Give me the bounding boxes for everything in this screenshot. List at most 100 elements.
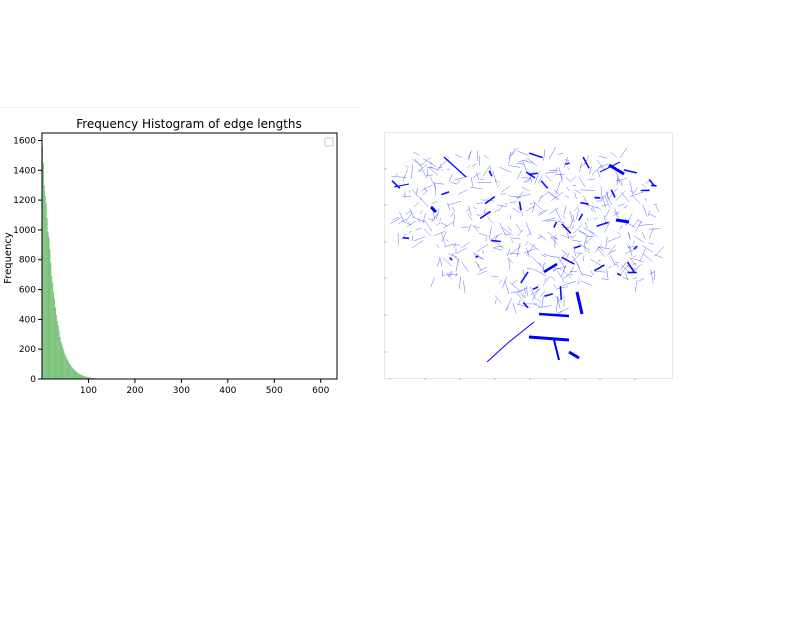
network-edge (415, 228, 422, 231)
network-edge (506, 257, 514, 264)
network-edge (583, 254, 585, 261)
network-edge (509, 215, 512, 220)
network-edge (476, 214, 481, 217)
histogram-bar (51, 276, 53, 379)
x-tick-label: 200 (126, 386, 143, 396)
network-edge (511, 147, 519, 156)
network-edge (638, 277, 645, 282)
y-tick-label: 1200 (13, 196, 36, 206)
network-edge (633, 277, 637, 280)
network-edge (399, 211, 404, 221)
network-edge (617, 232, 622, 236)
network-edge (420, 165, 426, 177)
network-edge (392, 216, 399, 221)
network-edge (569, 235, 573, 238)
network-edge (568, 273, 573, 276)
network-edge (553, 167, 559, 172)
network-edge (594, 217, 598, 220)
network-edge (398, 218, 407, 224)
network-edge (496, 242, 505, 249)
network-edge (409, 208, 415, 218)
network-edge (447, 203, 451, 211)
network-edge (445, 239, 449, 242)
network-edge (541, 217, 556, 222)
network-edge (421, 184, 433, 191)
histogram-bar (81, 375, 83, 379)
histogram-bar (71, 367, 73, 379)
histogram-bar (77, 372, 79, 379)
network-edge (639, 248, 646, 262)
histogram-bar (78, 373, 80, 379)
network-edge (595, 271, 607, 273)
network-edge (645, 180, 651, 184)
network-edge (523, 294, 527, 299)
network-edge (552, 265, 567, 271)
network-edge (411, 235, 414, 242)
network-edge (545, 175, 552, 182)
network-edge (625, 248, 638, 254)
network-edge (584, 234, 588, 242)
network-edge (391, 180, 401, 189)
network-edge (472, 172, 481, 179)
histogram-chart: Frequency Histogram of edge lengths Freq… (0, 110, 345, 400)
network-edge (632, 263, 637, 265)
network-edge (476, 244, 489, 253)
network-edge (411, 164, 413, 179)
network-edge (569, 210, 574, 223)
network-edge (442, 257, 453, 268)
network-edge (569, 219, 573, 228)
network-edge (482, 164, 491, 177)
network-edge (436, 244, 440, 249)
network-edge (493, 247, 503, 251)
network-edge (402, 168, 408, 182)
histogram-bar (76, 371, 78, 379)
network-edge (478, 232, 489, 237)
histogram-bar (55, 307, 56, 379)
network-edge (498, 279, 503, 284)
network-edge (496, 184, 500, 188)
network-edge (451, 206, 456, 212)
network-edge (479, 210, 492, 220)
network-edge (428, 167, 439, 176)
network-edge (596, 221, 609, 228)
network-edge (633, 235, 645, 243)
network-edge (584, 221, 588, 229)
network-edge (586, 218, 589, 222)
network-edge (434, 181, 437, 196)
network-edge (511, 279, 518, 285)
network-edge (536, 285, 540, 287)
network-edge (599, 161, 621, 173)
network-edge (448, 253, 458, 258)
network-edge (543, 253, 553, 258)
network-edge (544, 293, 554, 297)
network-edge (521, 186, 530, 192)
network-edge (654, 254, 663, 259)
network-edge (401, 233, 407, 240)
network-edge (613, 263, 617, 267)
network-edge (419, 196, 429, 208)
network-edge (541, 254, 547, 258)
network-edge (522, 177, 532, 183)
network-edge (531, 288, 539, 301)
network-edge (523, 248, 537, 254)
network-edge (456, 179, 462, 185)
network-edge (655, 205, 660, 213)
network-edge (492, 170, 497, 185)
histogram-bar (69, 364, 71, 379)
network-edge (578, 243, 591, 251)
network-edge (461, 241, 470, 249)
network-edge (563, 271, 572, 279)
network-edge (509, 281, 520, 291)
network-edge (582, 156, 590, 169)
network-edge (419, 196, 422, 201)
network-edge (575, 208, 580, 220)
network-edge (448, 173, 453, 182)
network-edge (573, 245, 581, 249)
network-edge (633, 263, 643, 271)
histogram-bar (70, 366, 72, 379)
network-edge (593, 264, 605, 272)
network-edge (589, 231, 598, 237)
network-edge (642, 253, 653, 262)
network-edge (594, 244, 603, 254)
network-edge (422, 213, 426, 224)
